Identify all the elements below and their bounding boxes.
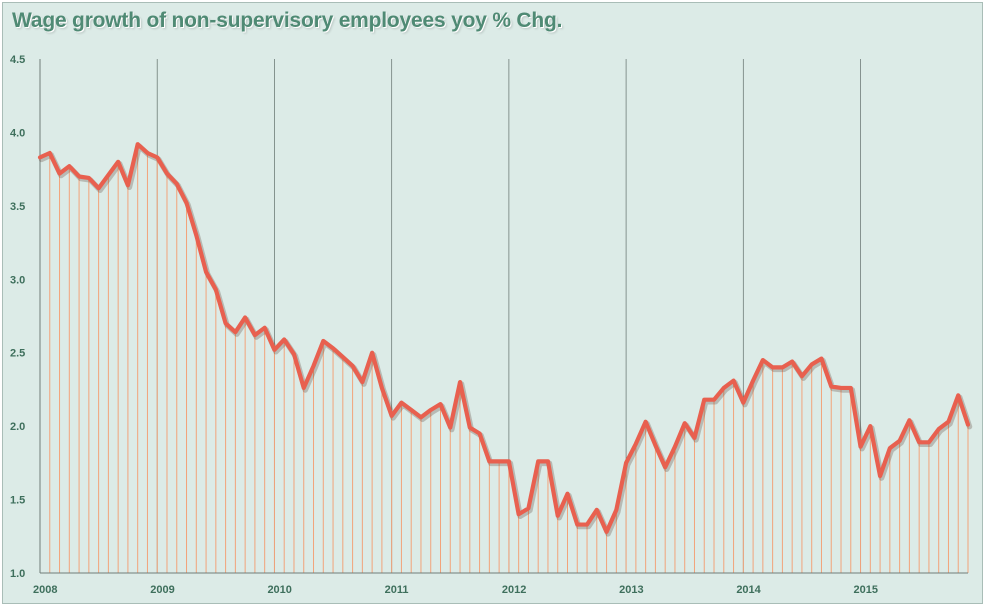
x-tick-label: 2012 xyxy=(502,584,526,596)
axes xyxy=(39,59,968,574)
series-line-shadow xyxy=(38,143,973,537)
y-tick-label: 3.0 xyxy=(10,274,25,286)
y-tick-label: 4.5 xyxy=(10,54,25,66)
series-line-group xyxy=(37,142,973,537)
chart-title: Wage growth of non-supervisory employees… xyxy=(12,9,563,32)
x-tick-label: 2014 xyxy=(736,584,761,596)
x-tick-label: 2010 xyxy=(267,584,291,596)
y-tick-label: 1.0 xyxy=(10,568,25,580)
x-tick-label: 2013 xyxy=(619,584,643,596)
tick-labels: 1.0 1.5 2.0 2.5 3.0 3.5 4.0 4.5 2008 2009 2010 2011… xyxy=(10,54,878,596)
y-tick-label: 1.5 xyxy=(10,495,25,507)
y-tick-label: 2.0 xyxy=(10,421,25,433)
drop-lines xyxy=(39,144,969,573)
y-tick-label: 2.5 xyxy=(10,348,25,360)
y-tick-label: 3.5 xyxy=(10,201,25,213)
x-tick-label: 2015 xyxy=(854,584,878,596)
y-tick-label: 4.0 xyxy=(10,127,25,139)
x-tick-label: 2008 xyxy=(33,584,57,596)
x-tick-label: 2009 xyxy=(150,584,174,596)
x-tick-label: 2011 xyxy=(385,584,409,596)
series-line xyxy=(37,142,971,534)
